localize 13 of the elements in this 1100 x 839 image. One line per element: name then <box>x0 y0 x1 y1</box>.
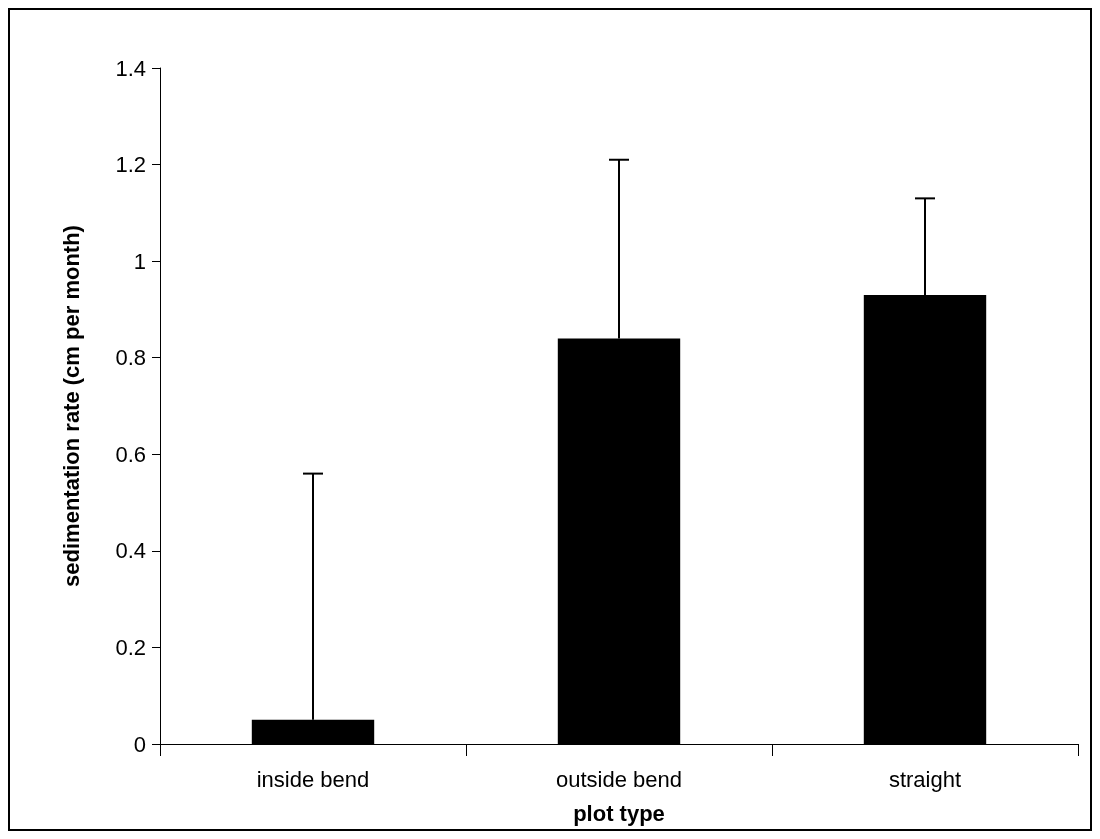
y-tick-label: 0.8 <box>115 345 146 371</box>
y-tick-label: 0.6 <box>115 441 146 467</box>
y-tick-label: 0.4 <box>115 538 146 564</box>
x-axis-title: plot type <box>573 800 665 826</box>
x-tick-label: straight <box>888 766 962 792</box>
y-tick-label: 0 <box>133 731 146 757</box>
y-tick-label: 1 <box>133 248 146 274</box>
y-tick-label: 1.4 <box>115 55 146 81</box>
x-tick-label: inside bend <box>256 766 370 792</box>
y-tick-label: 1.2 <box>115 152 146 178</box>
x-tick-label: outside bend <box>556 766 682 792</box>
y-tick-label: 0.2 <box>115 634 146 660</box>
y-axis-title: sedimentation rate (cm per month) <box>58 225 84 587</box>
